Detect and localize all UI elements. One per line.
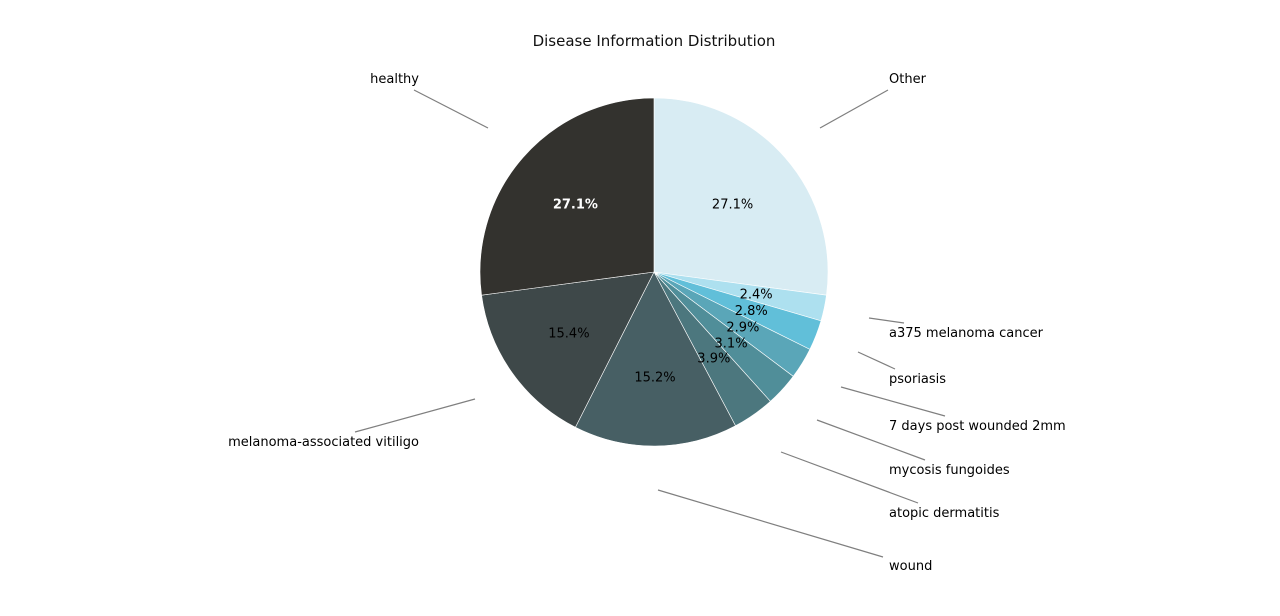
percent-label-0: 27.1% <box>712 197 753 212</box>
leader-line-8 <box>413 89 489 129</box>
percent-label-5: 3.9% <box>697 352 730 367</box>
chart-title: Disease Information Distribution <box>532 32 776 50</box>
percent-label-3: 2.9% <box>726 321 759 336</box>
pie-slice-0 <box>653 97 829 296</box>
category-label-5: atopic dermatitis <box>889 506 1000 521</box>
percent-label-2: 2.8% <box>735 304 768 319</box>
percent-label-6: 15.2% <box>634 370 675 385</box>
leader-lines-layer <box>354 89 946 558</box>
pie-slice-6 <box>575 271 736 447</box>
leader-line-3 <box>840 386 946 417</box>
pie-slice-7 <box>481 271 655 428</box>
percent-label-7: 15.4% <box>548 326 589 341</box>
category-label-0: Other <box>889 72 927 87</box>
leader-line-6 <box>657 489 884 558</box>
category-label-8: healthy <box>370 72 419 87</box>
leader-line-4 <box>816 419 926 461</box>
category-label-6: wound <box>889 559 932 574</box>
category-label-4: mycosis fungoides <box>889 463 1010 478</box>
category-labels-layer: Other a375 melanoma cancer psoriasis 7 days… <box>228 72 1066 574</box>
category-label-7: melanoma-associated vitiligo <box>228 435 419 450</box>
leader-line-0 <box>819 89 889 129</box>
leader-line-5 <box>780 451 919 504</box>
slices-layer <box>479 97 829 447</box>
pie-slice-8 <box>479 97 655 296</box>
category-label-1: a375 melanoma cancer <box>889 326 1044 341</box>
leader-line-2 <box>857 351 896 370</box>
leader-line-7 <box>354 398 476 433</box>
category-label-2: psoriasis <box>889 372 946 387</box>
category-label-3: 7 days post wounded 2mm <box>889 419 1066 434</box>
percent-label-1: 2.4% <box>740 288 773 303</box>
leader-line-1 <box>868 317 905 324</box>
percent-label-4: 3.1% <box>715 336 748 351</box>
percent-labels-layer: 27.1% 2.4%2.8% 2.9%3.1%3.9% 15.2% 15.4% 27.1% <box>548 197 772 385</box>
percent-label-8: 27.1% <box>553 197 598 212</box>
